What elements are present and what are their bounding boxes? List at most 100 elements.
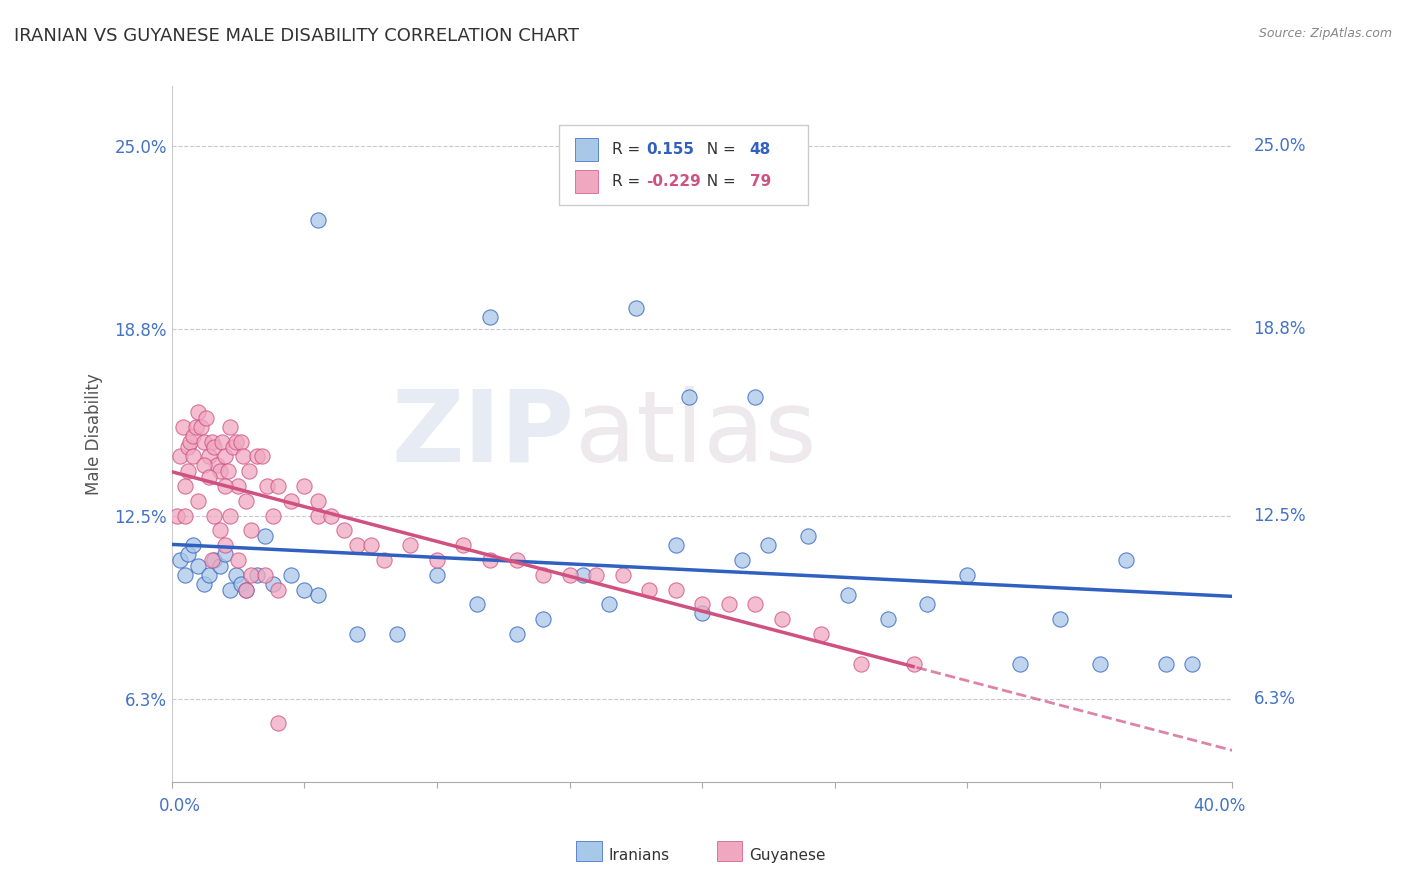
Text: 6.3%: 6.3% [1253,690,1295,708]
Point [333,524,356,538]
Point [177,464,200,478]
Point [174,479,197,493]
Point [360,538,382,552]
Point [202,553,225,567]
Point [214,547,236,561]
Point [208,464,231,478]
Point [208,558,231,573]
Point [238,464,260,478]
Point [202,508,225,523]
Text: N =: N = [697,143,741,157]
Point [262,576,284,591]
Point [232,450,254,464]
Point [505,553,527,567]
Point [190,419,212,434]
Point [612,567,634,582]
Point [253,567,276,582]
Point [198,567,221,582]
Point [956,567,979,582]
Point [558,567,581,582]
Point [479,553,502,567]
Point [453,538,475,552]
Point [226,479,249,493]
Point [849,657,872,671]
Point [181,450,204,464]
Point [246,450,269,464]
Point [585,567,607,582]
Text: R =: R = [612,143,645,157]
Point [1115,553,1137,567]
Point [387,627,409,641]
Point [903,657,925,671]
Point [240,524,263,538]
Point [177,441,200,455]
Point [294,479,316,493]
Point [731,553,754,567]
Point [505,627,527,641]
Point [172,419,194,434]
Point [205,458,228,473]
Point [346,627,368,641]
Point [664,538,686,552]
Text: Source: ZipAtlas.com: Source: ZipAtlas.com [1258,27,1392,40]
Point [876,612,898,626]
Point [240,567,263,582]
Text: R =: R = [612,174,645,189]
Point [690,598,713,612]
Point [280,567,302,582]
Point [193,576,215,591]
Point [229,576,252,591]
Point [193,458,215,473]
Point [837,589,859,603]
Point [187,493,209,508]
Point [1010,657,1032,671]
Point [208,524,231,538]
Text: 0.155: 0.155 [645,143,695,157]
Point [222,441,245,455]
Text: IRANIAN VS GUYANESE MALE DISABILITY CORRELATION CHART: IRANIAN VS GUYANESE MALE DISABILITY CORR… [14,27,579,45]
Text: Iranians: Iranians [609,848,669,863]
Point [225,434,247,449]
Point [253,529,276,543]
Point [256,479,278,493]
Point [166,508,188,523]
Text: N =: N = [697,174,741,189]
Point [307,493,329,508]
Text: 12.5%: 12.5% [1253,507,1306,524]
Text: 79: 79 [749,174,770,189]
Text: -0.229: -0.229 [645,174,700,189]
Text: 48: 48 [749,143,770,157]
Point [202,441,225,455]
Point [169,450,191,464]
Point [770,612,793,626]
Point [664,582,686,597]
Point [1154,657,1177,671]
Point [187,558,209,573]
Point [235,493,257,508]
FancyBboxPatch shape [560,125,808,204]
Point [638,582,661,597]
Text: 25.0%: 25.0% [1253,136,1306,154]
Point [426,567,449,582]
Point [177,547,200,561]
Text: atlas: atlas [575,385,817,483]
Point [319,508,342,523]
Point [184,419,207,434]
Point [217,464,239,478]
Point [214,538,236,552]
Point [262,508,284,523]
Point [219,508,242,523]
Point [201,553,224,567]
Point [465,598,488,612]
Point [294,582,316,597]
Point [917,598,939,612]
Point [399,538,422,552]
Point [426,553,449,567]
Point [201,434,224,449]
Point [1049,612,1071,626]
Point [267,715,290,730]
Point [250,450,273,464]
Point [690,606,713,620]
Point [531,567,554,582]
Point [246,567,269,582]
